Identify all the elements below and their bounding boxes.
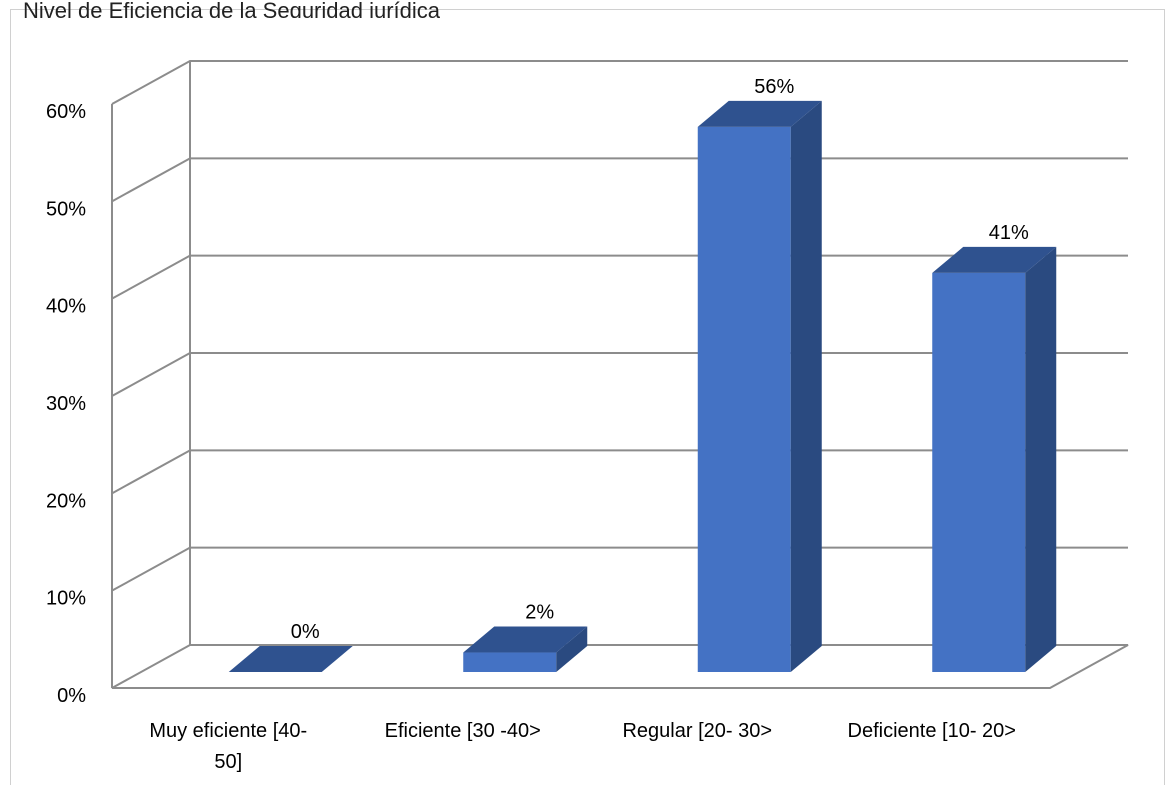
- y-tick-label: 10%: [46, 588, 86, 610]
- x-tick-label: Deficiente [10- 20>: [848, 720, 1016, 742]
- x-tick-label: Regular [20- 30>: [622, 720, 772, 742]
- bar-top: [697, 100, 822, 127]
- y-tick-label: 0%: [57, 685, 86, 707]
- bar-side: [556, 626, 588, 672]
- chart-title-clip: Nivel de Eficiencia de la Seguridad jurí…: [23, 0, 723, 18]
- y-tick-label: 20%: [46, 490, 86, 512]
- bar-top: [463, 626, 588, 653]
- chart-title: Nivel de Eficiencia de la Seguridad jurí…: [23, 0, 441, 18]
- data-label: 41%: [989, 222, 1029, 244]
- bar-top: [228, 646, 353, 672]
- data-label: 2%: [525, 602, 554, 624]
- x-tick-label: Eficiente [30 -40>: [385, 720, 541, 742]
- bar-side: [790, 100, 822, 672]
- bar-front: [932, 272, 1026, 672]
- y-gridline: [111, 60, 1128, 105]
- x-tick-label: 50]: [214, 751, 242, 773]
- chart-frame: Nivel de Eficiencia de la Seguridad jurí…: [10, 0, 1165, 785]
- bar-top: [932, 246, 1057, 273]
- y-gridline: [111, 157, 1128, 203]
- y-tick-label: 60%: [46, 101, 86, 123]
- data-label: 56%: [754, 76, 794, 98]
- x-tick-label: Muy eficiente [40-: [149, 720, 307, 742]
- floor-gridline: [111, 644, 1129, 689]
- data-label: 0%: [291, 621, 320, 643]
- y-tick-label: 50%: [46, 198, 86, 220]
- bar-front: [697, 126, 791, 672]
- y-tick-label: 30%: [46, 393, 86, 415]
- y-tick-label: 40%: [46, 296, 86, 318]
- bar-side: [1025, 246, 1057, 672]
- bar-front: [463, 652, 557, 672]
